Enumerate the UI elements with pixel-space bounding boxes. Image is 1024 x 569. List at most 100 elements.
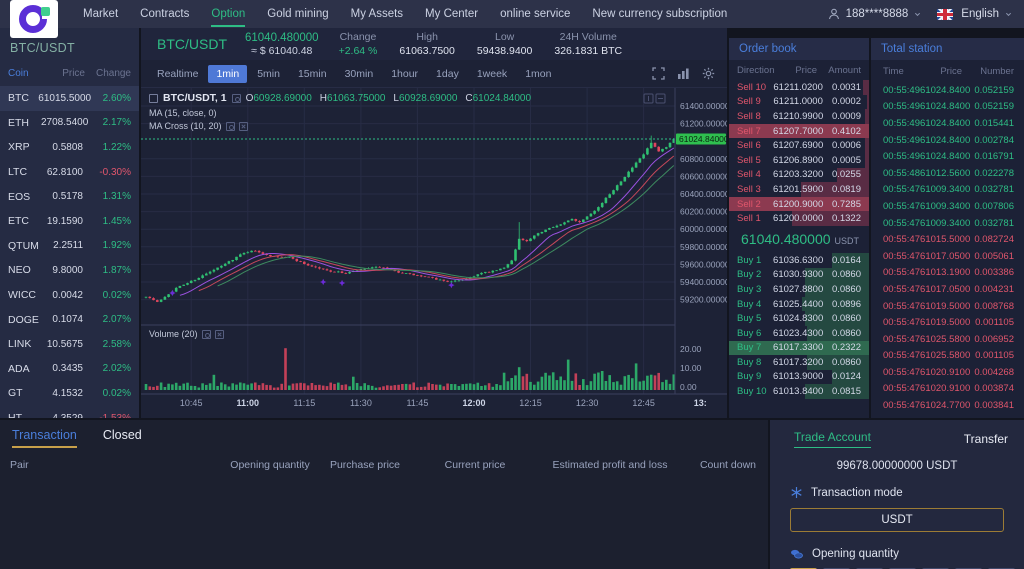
timeframe-1mon[interactable]: 1mon bbox=[525, 67, 552, 80]
order-row-sell-10[interactable]: Sell 10 61211.0200 0.0031 bbox=[729, 80, 869, 95]
scale-buttons[interactable] bbox=[643, 93, 666, 104]
coin-row-ada[interactable]: ADA 0.3435 2.02% bbox=[0, 357, 139, 382]
gear-icon[interactable] bbox=[702, 67, 715, 80]
coin-price: 19.1590 bbox=[46, 215, 83, 227]
language-selector[interactable]: English bbox=[961, 8, 999, 20]
coin-row-neo[interactable]: NEO 9.8000 1.87% bbox=[0, 258, 139, 283]
order-row-buy-7[interactable]: Buy 7 61017.3300 0.2322 bbox=[729, 340, 869, 356]
chart-canvas: 61400.00000 61200.00000 60800.00000 60600.0… bbox=[141, 88, 727, 408]
tab-transaction[interactable]: Transaction bbox=[12, 428, 77, 448]
collapse-icon[interactable] bbox=[149, 93, 158, 103]
ma-cross-close-icon[interactable] bbox=[238, 121, 248, 131]
order-row-buy-2[interactable]: Buy 2 61030.9300 0.0860 bbox=[729, 267, 869, 283]
timeframe-1hour[interactable]: 1hour bbox=[391, 67, 419, 80]
order-row-sell-3[interactable]: Sell 3 61201.5900 0.0819 bbox=[729, 182, 869, 197]
transfer-button[interactable]: Transfer bbox=[963, 432, 1008, 446]
order-row-sell-6[interactable]: Sell 6 61207.6900 0.0006 bbox=[729, 138, 869, 153]
timeframe-1week[interactable]: 1week bbox=[476, 67, 508, 80]
volume-close-icon[interactable] bbox=[214, 329, 224, 339]
order-row-buy-9[interactable]: Buy 9 61013.9000 0.0124 bbox=[729, 369, 869, 385]
timeframe-30min[interactable]: 30min bbox=[344, 67, 374, 80]
coin-row-ht[interactable]: HT4.3529-1.53% bbox=[0, 406, 139, 418]
order-price: 61201.5900 bbox=[773, 183, 824, 195]
timeframe-Realtime[interactable]: Realtime bbox=[157, 67, 199, 80]
trade-price: 61019.5000 bbox=[920, 317, 971, 329]
indicator-icon[interactable] bbox=[677, 67, 690, 80]
time-axis[interactable]: 10:45 11:00 11:15 11:30 11:45 12:00 12:15 12:30… bbox=[180, 398, 707, 408]
coin-row-etc[interactable]: ETC 19.1590 1.45% bbox=[0, 209, 139, 234]
ohlc-l: L60928.69000 bbox=[393, 93, 457, 104]
coin-row-eth[interactable]: ETH 2708.5400 2.17% bbox=[0, 111, 139, 136]
nav-item-gold-mining[interactable]: Gold mining bbox=[267, 8, 329, 20]
order-row-sell-9[interactable]: Sell 9 61211.0000 0.0002 bbox=[729, 94, 869, 110]
tab-closed[interactable]: Closed bbox=[102, 428, 142, 442]
order-price: 61200.9000 bbox=[773, 198, 824, 210]
nav-item-my-center[interactable]: My Center bbox=[425, 8, 479, 20]
coin-row-eos[interactable]: EOS 0.5178 1.31% bbox=[0, 184, 139, 209]
svg-text:61400.00000: 61400.00000 bbox=[680, 101, 727, 111]
order-row-sell-7[interactable]: Sell 7 61207.7000 0.4102 bbox=[729, 123, 869, 139]
trade-row: 00:55:47 61009.3400 0.032781 bbox=[871, 215, 1024, 232]
order-row-sell-8[interactable]: Sell 8 61210.9900 0.0009 bbox=[729, 109, 869, 124]
coin-row-doge[interactable]: DOGE 0.1074 2.07% bbox=[0, 307, 139, 332]
ma-legend: MA (15, close, 0) bbox=[149, 108, 217, 118]
depth-bar bbox=[837, 167, 869, 183]
nav-item-new-currency-subscription[interactable]: New currency subscription bbox=[592, 8, 728, 20]
order-direction: Sell 1 bbox=[737, 213, 761, 225]
nav-item-online-service[interactable]: online service bbox=[500, 8, 571, 20]
total-station-header: Time Price Number bbox=[871, 60, 1024, 82]
coin-price: 4.1532 bbox=[52, 387, 83, 399]
order-row-buy-1[interactable]: Buy 1 61036.6300 0.0164 bbox=[729, 252, 869, 268]
ma-cross-settings-icon[interactable] bbox=[225, 121, 235, 131]
tab-trade-account[interactable]: Trade Account bbox=[794, 430, 871, 448]
nav-item-contracts[interactable]: Contracts bbox=[140, 8, 190, 20]
timeframe-1day[interactable]: 1day bbox=[436, 67, 459, 80]
ma-cross-markers bbox=[169, 278, 455, 297]
series-settings-icon[interactable] bbox=[231, 93, 241, 103]
timeframe-5min[interactable]: 5min bbox=[257, 67, 280, 80]
coin-change: 1.92% bbox=[102, 240, 131, 252]
order-row-buy-3[interactable]: Buy 3 61027.8800 0.0860 bbox=[729, 282, 869, 297]
order-row-buy-6[interactable]: Buy 6 61023.4300 0.0860 bbox=[729, 325, 869, 341]
coin-change: 1.31% bbox=[102, 191, 131, 203]
order-row-sell-1[interactable]: Sell 1 61200.0000 0.1322 bbox=[729, 211, 869, 226]
trade-price: 61025.5800 bbox=[920, 350, 971, 362]
fullscreen-icon[interactable] bbox=[652, 67, 665, 80]
order-row-sell-4[interactable]: Sell 4 61203.3200 0.0255 bbox=[729, 167, 869, 183]
order-amount: 0.2322 bbox=[831, 342, 861, 354]
volume-settings-icon[interactable] bbox=[201, 329, 211, 339]
price-axis[interactable]: 61400.00000 61200.00000 60800.00000 60600.0… bbox=[680, 101, 727, 305]
nav-item-option[interactable]: Option bbox=[200, 0, 256, 28]
order-row-sell-5[interactable]: Sell 5 61206.8900 0.0005 bbox=[729, 152, 869, 168]
price-header[interactable]: Price bbox=[62, 67, 85, 79]
coin-row-gt[interactable]: GT 4.1532 0.02% bbox=[0, 381, 139, 406]
mode-select-button[interactable]: USDT bbox=[790, 508, 1004, 532]
coin-price: 62.8100 bbox=[46, 166, 83, 178]
order-row-buy-10[interactable]: Buy 10 61013.8400 0.0815 bbox=[729, 384, 869, 399]
order-amount: 0.0002 bbox=[831, 96, 861, 108]
coin-row-ltc[interactable]: LTC 62.8100 -0.30% bbox=[0, 160, 139, 185]
brand-logo[interactable] bbox=[10, 0, 58, 38]
trade-number: 0.022278 bbox=[974, 167, 1014, 179]
order-row-buy-4[interactable]: Buy 4 61025.4400 0.0896 bbox=[729, 296, 869, 312]
coin-row-link[interactable]: LINK 10.5675 2.58% bbox=[0, 332, 139, 357]
coin-row-xrp[interactable]: XRP 0.5808 1.22% bbox=[0, 135, 139, 160]
change-header[interactable]: Change bbox=[95, 67, 131, 79]
candlestick-chart[interactable]: 61400.00000 61200.00000 60800.00000 60600.0… bbox=[141, 88, 727, 418]
order-row-buy-5[interactable]: Buy 5 61024.8300 0.0860 bbox=[729, 311, 869, 326]
coin-price: 0.5178 bbox=[52, 191, 83, 203]
timeframe-1min[interactable]: 1min bbox=[208, 64, 248, 83]
coin-row-qtum[interactable]: QTUM 2.2511 1.92% bbox=[0, 234, 139, 259]
user-id[interactable]: 188****8888 bbox=[845, 8, 909, 20]
nav-item-my-assets[interactable]: My Assets bbox=[350, 8, 404, 20]
coin-header[interactable]: Coin bbox=[8, 67, 29, 79]
nav-item-market[interactable]: Market bbox=[83, 8, 119, 20]
svg-text:13:: 13: bbox=[694, 398, 707, 408]
coin-row-wicc[interactable]: WICC 0.0042 0.02% bbox=[0, 283, 139, 308]
order-row-buy-8[interactable]: Buy 8 61017.3200 0.0860 bbox=[729, 355, 869, 370]
svg-text:60000.00000: 60000.00000 bbox=[680, 224, 727, 234]
timeframe-15min[interactable]: 15min bbox=[297, 67, 327, 80]
svg-text:61024.84000: 61024.84000 bbox=[679, 134, 727, 144]
coin-row-btc[interactable]: BTC 61015.5000 2.60% bbox=[0, 86, 139, 111]
order-row-sell-2[interactable]: Sell 2 61200.9000 0.7285 bbox=[729, 196, 869, 212]
